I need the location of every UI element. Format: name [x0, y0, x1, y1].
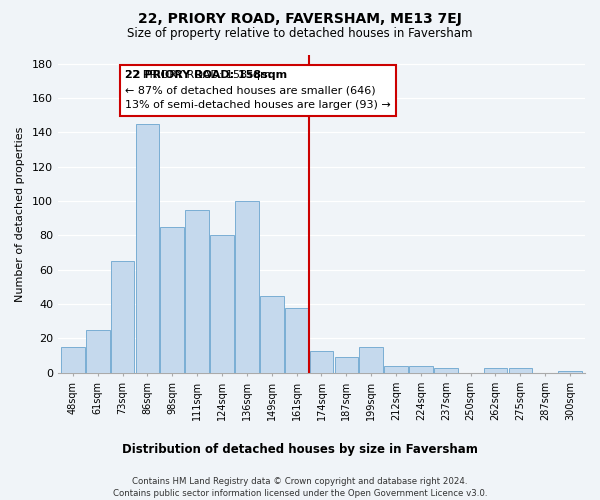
- Bar: [359, 347, 383, 373]
- Bar: [310, 350, 333, 373]
- Text: 22 PRIORY ROAD: 158sqm
← 87% of detached houses are smaller (646)
13% of semi-de: 22 PRIORY ROAD: 158sqm ← 87% of detached…: [125, 70, 391, 110]
- Bar: [509, 368, 532, 373]
- Text: Size of property relative to detached houses in Faversham: Size of property relative to detached ho…: [127, 28, 473, 40]
- Text: Distribution of detached houses by size in Faversham: Distribution of detached houses by size …: [122, 442, 478, 456]
- Bar: [484, 368, 508, 373]
- Bar: [210, 236, 234, 373]
- Text: Contains HM Land Registry data © Crown copyright and database right 2024.: Contains HM Land Registry data © Crown c…: [132, 478, 468, 486]
- Bar: [61, 347, 85, 373]
- Bar: [558, 371, 582, 373]
- Bar: [136, 124, 159, 373]
- Bar: [185, 210, 209, 373]
- Bar: [335, 358, 358, 373]
- Y-axis label: Number of detached properties: Number of detached properties: [15, 126, 25, 302]
- Bar: [285, 308, 308, 373]
- Bar: [384, 366, 408, 373]
- Bar: [111, 261, 134, 373]
- Text: 22 PRIORY ROAD: 158sqm: 22 PRIORY ROAD: 158sqm: [125, 70, 287, 81]
- Bar: [235, 201, 259, 373]
- Bar: [86, 330, 110, 373]
- Bar: [409, 366, 433, 373]
- Text: 22, PRIORY ROAD, FAVERSHAM, ME13 7EJ: 22, PRIORY ROAD, FAVERSHAM, ME13 7EJ: [138, 12, 462, 26]
- Bar: [434, 368, 458, 373]
- Bar: [260, 296, 284, 373]
- Bar: [160, 227, 184, 373]
- Text: Contains public sector information licensed under the Open Government Licence v3: Contains public sector information licen…: [113, 489, 487, 498]
